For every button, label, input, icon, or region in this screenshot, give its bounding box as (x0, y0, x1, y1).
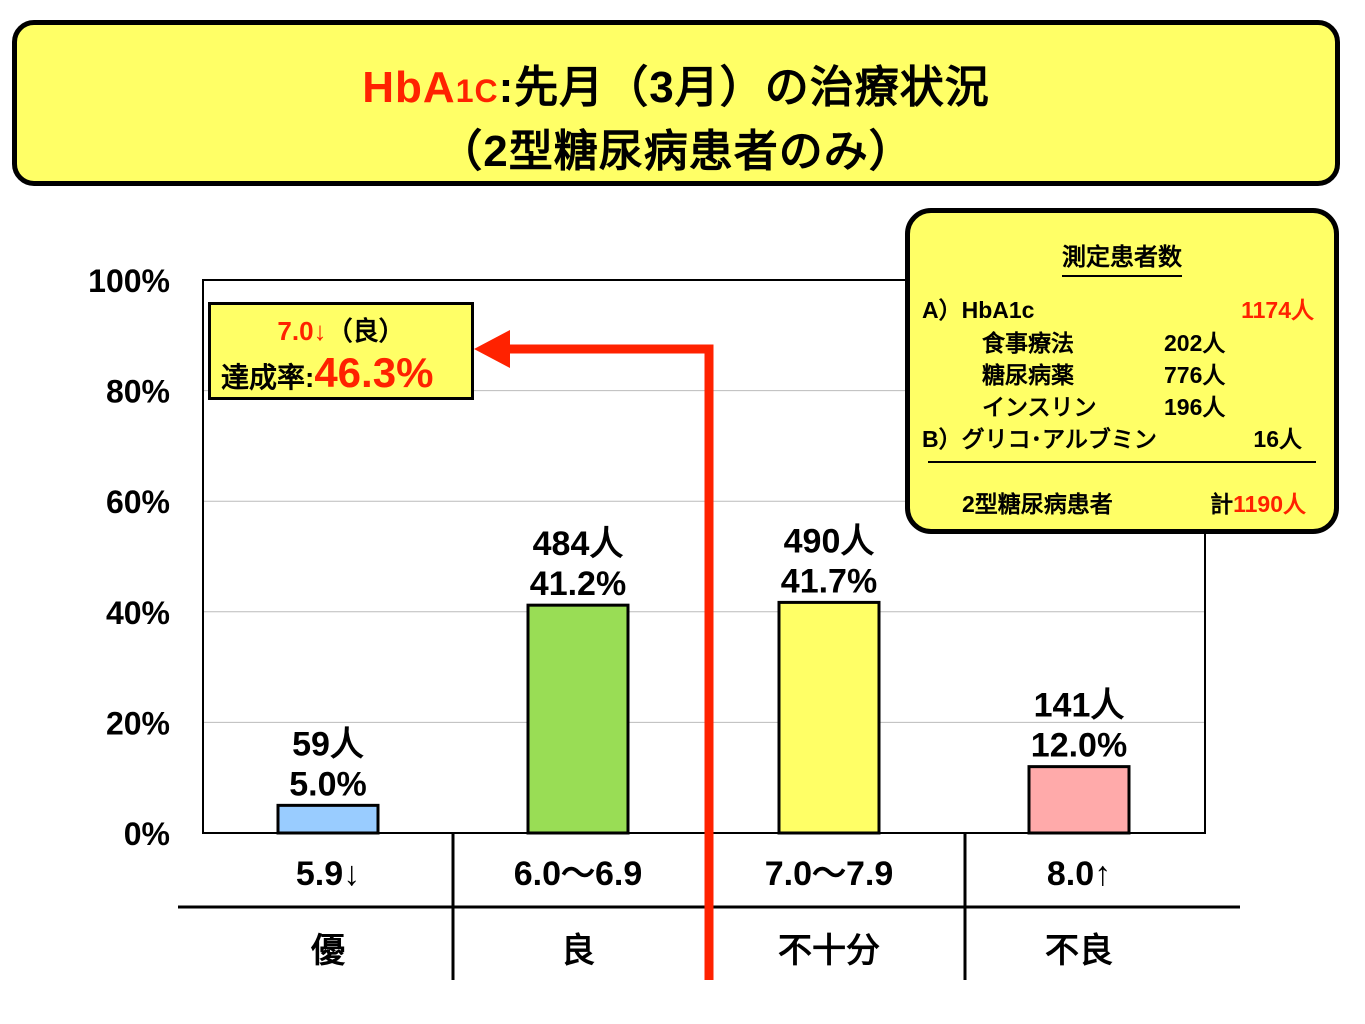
info-a-total: 1174人 (1241, 297, 1314, 323)
title-line-1: HbA1C:先月（3月）の治療状況 (17, 51, 1335, 115)
bar-percent-label: 41.7% (781, 562, 877, 600)
x-category-label: 6.0～6.9 (514, 855, 643, 893)
info-box-title: 測定患者数 (910, 237, 1334, 277)
annotation-rate-value: 46.3% (314, 349, 434, 396)
y-tick-label: 40% (106, 595, 170, 631)
bar-count-label: 59人 (292, 725, 364, 763)
title-banner: HbA1C:先月（3月）の治療状況 （2型糖尿病患者のみ） (12, 20, 1340, 186)
y-tick-label: 100% (88, 263, 170, 299)
x-category-label: 5.9↓ (296, 855, 360, 893)
info-item-label: インスリン (982, 394, 1097, 420)
info-item-value: 202人 (1164, 330, 1226, 356)
info-b-label: B）グリコ･アルブミン (922, 426, 1157, 452)
title-brand: HbA (362, 63, 456, 112)
x-category-label: 7.0～7.9 (765, 855, 894, 893)
bar (777, 600, 881, 835)
grade-label: 不十分 (778, 932, 880, 970)
plot-frame (202, 279, 1206, 834)
annotation-rate-line: 達成率:46.3% (221, 349, 471, 397)
title-brand-sub: 1C (455, 73, 499, 109)
title-line-2: （2型糖尿病患者のみ） (438, 127, 914, 176)
bar-percent-label: 5.0% (289, 765, 367, 803)
annotation-threshold: 7.0↓ (277, 316, 327, 346)
info-item-label: 糖尿病薬 (982, 362, 1074, 388)
info-item-value: 776人 (1164, 362, 1226, 388)
achievement-arrowhead (474, 330, 510, 368)
bar (1027, 765, 1131, 835)
info-separator (928, 461, 1316, 463)
bar-count-label: 141人 (1034, 687, 1125, 725)
y-tick-label: 80% (106, 374, 170, 410)
grade-label: 良 (561, 931, 595, 970)
info-footer-total-line: 計1190人 (1210, 491, 1306, 517)
info-a-label: A）HbA1c (922, 297, 1035, 323)
bar-count-label: 484人 (533, 525, 624, 563)
bar (526, 603, 630, 835)
bar-count-label: 490人 (784, 522, 875, 560)
bar-percent-label: 12.0% (1031, 727, 1127, 765)
grade-label: 不良 (1045, 931, 1113, 970)
annotation-threshold-line: 7.0↓（良） (211, 311, 471, 348)
info-footer-label: 2型糖尿病患者 (962, 491, 1113, 517)
achievement-arrow (500, 344, 714, 980)
y-tick-label: 60% (106, 484, 170, 520)
annotation-rate-label: 達成率: (221, 362, 315, 393)
y-tick-label: 0% (124, 816, 170, 852)
achievement-annotation: 7.0↓（良） 達成率:46.3% (208, 302, 474, 400)
patient-count-box: 測定患者数 A）HbA1c 1174人 食事療法 202人 糖尿病薬 776人 … (905, 208, 1339, 534)
x-category-label: 8.0↑ (1047, 855, 1111, 893)
info-b-value: 16人 (1253, 426, 1302, 452)
title-rest: :先月（3月）の治療状況 (498, 63, 990, 112)
y-tick-label: 20% (106, 705, 170, 741)
bar-percent-label: 41.2% (530, 565, 626, 603)
grade-label: 優 (310, 932, 346, 970)
annotation-threshold-label: （良） (326, 316, 405, 346)
info-item-value: 196人 (1164, 394, 1226, 420)
bar (276, 803, 380, 835)
info-item-label: 食事療法 (982, 330, 1074, 356)
